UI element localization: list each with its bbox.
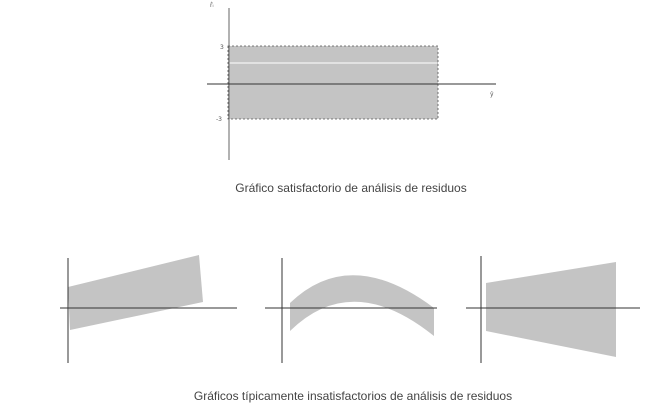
sloped-residual-band [68, 255, 203, 330]
funnel-residual-band [486, 262, 616, 357]
residual-band [227, 45, 439, 120]
panel-curved-band [265, 258, 437, 363]
satisfactory-residual-plot: r̂ᵢ ŷ 3 -3 [207, 2, 496, 160]
panel-funnel-band [466, 256, 640, 363]
y-axis-label: r̂ᵢ [210, 2, 214, 9]
lower-band-label: -3 [216, 116, 222, 123]
panel-sloped-band [60, 255, 237, 363]
upper-band-label: 3 [220, 44, 224, 51]
unsatisfactory-caption: Gráficos típicamente insatisfactorios de… [193, 389, 513, 403]
curved-residual-band [290, 275, 434, 336]
x-axis-label: ŷ [490, 91, 494, 98]
satisfactory-caption: Gráfico satisfactorio de análisis de res… [235, 181, 467, 195]
